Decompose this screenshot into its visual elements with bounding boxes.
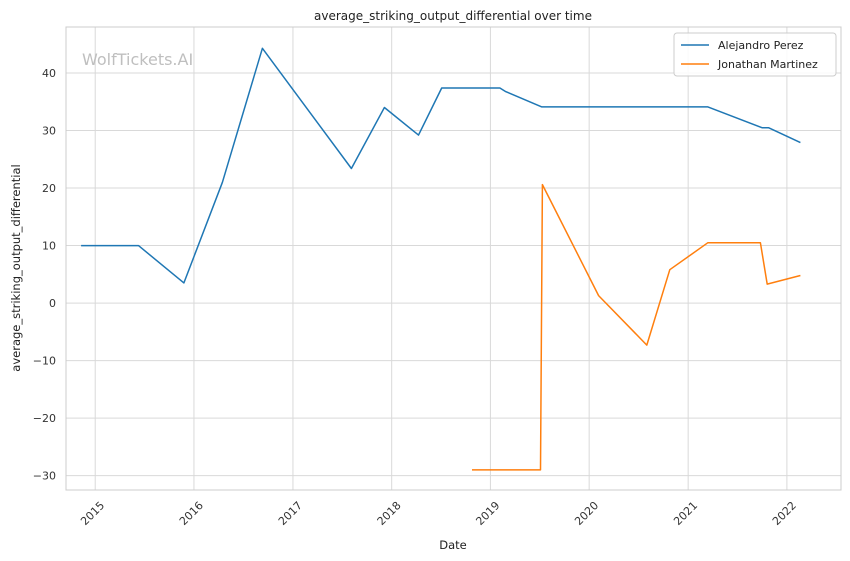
y-tick-label: 20 xyxy=(42,182,56,195)
series-line-2 xyxy=(472,183,801,471)
y-tick-label: −30 xyxy=(33,470,56,483)
y-tick-labels: −30 −20 −10 0 10 20 30 40 xyxy=(33,67,56,483)
legend-items: Alejandro Perez Jonathan Martinez xyxy=(681,39,818,71)
legend: Alejandro Perez Jonathan Martinez xyxy=(673,32,837,77)
y-tick-label: −10 xyxy=(33,355,56,368)
y-tick-label: 40 xyxy=(42,67,56,80)
series-lines xyxy=(81,47,801,471)
watermark-text: WolfTickets.AI xyxy=(82,50,193,69)
legend-box xyxy=(673,32,837,77)
y-tick-label: 10 xyxy=(42,240,56,253)
legend-label: Alejandro Perez xyxy=(718,39,804,52)
y-tick-label: −20 xyxy=(33,412,56,425)
y-tick-label: 0 xyxy=(49,297,56,310)
legend-label: Jonathan Martinez xyxy=(717,58,818,71)
x-axis-title: Date xyxy=(439,538,467,552)
series-line-1 xyxy=(81,47,801,284)
y-tick-label: 30 xyxy=(42,125,56,138)
grid-lines xyxy=(66,27,841,490)
plot-frame xyxy=(65,26,842,491)
y-axis-title: average_striking_output_differential xyxy=(9,164,23,371)
chart-title: average_striking_output_differential ove… xyxy=(314,9,592,23)
